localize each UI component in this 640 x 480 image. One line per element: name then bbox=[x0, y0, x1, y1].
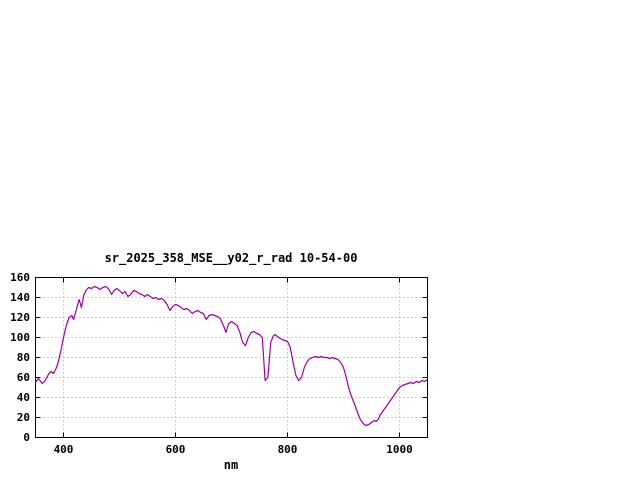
y-tick-label: 80 bbox=[16, 350, 30, 364]
spectrum-line bbox=[35, 285, 428, 427]
y-tick-label: 100 bbox=[10, 330, 30, 344]
x-tick-label: 800 bbox=[277, 443, 298, 456]
x-tick-label: 400 bbox=[53, 443, 74, 456]
plot-border bbox=[35, 277, 428, 438]
y-tick-label: 0 bbox=[23, 430, 30, 444]
x-tick-label: 1000 bbox=[386, 443, 413, 456]
y-tick-label: 20 bbox=[16, 410, 30, 424]
x-axis-label: nm bbox=[223, 458, 239, 472]
plot-area bbox=[35, 277, 428, 438]
y-tick-label: 60 bbox=[16, 370, 30, 384]
y-tick-label: 120 bbox=[10, 310, 30, 324]
x-tick-label: 600 bbox=[165, 443, 186, 456]
y-tick-label: 160 bbox=[10, 270, 30, 284]
y-tick-label: 40 bbox=[16, 390, 30, 404]
y-tick-label: 140 bbox=[10, 290, 30, 304]
chart-title: sr_2025_358_MSE__y02_r_rad 10-54-00 bbox=[104, 251, 358, 265]
